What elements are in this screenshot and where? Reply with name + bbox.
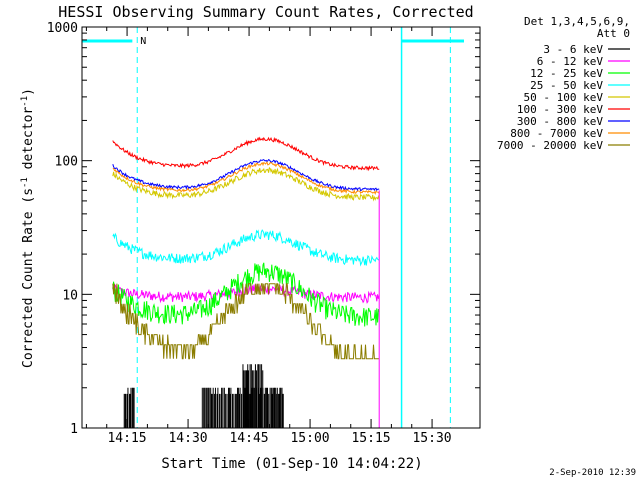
plot-frame xyxy=(81,26,481,429)
legend-header: Att 0 xyxy=(597,27,630,40)
y-tick-label: 1 xyxy=(70,422,78,437)
y-tick-label: 10 xyxy=(62,288,78,303)
axes: 14:15 14:30 14:45 15:00 15:15 15:30 1 10 100 1000 xyxy=(47,21,480,446)
footer-date: 2-Sep-2010 12:39 xyxy=(549,468,636,478)
legend-entry-label: 100 - 300 keV xyxy=(517,103,603,116)
y-tick-label: 100 xyxy=(55,155,78,170)
legend-entry-label: 25 - 50 keV xyxy=(530,79,603,92)
y-tick-label: 1000 xyxy=(47,21,78,36)
legend-entry-label: 6 - 12 keV xyxy=(537,55,604,68)
legend-entry-label: 7000 - 20000 keV xyxy=(497,139,603,152)
series-line-2 xyxy=(112,262,380,327)
x-axis-label: Start Time (01-Sep-10 14:04:22) xyxy=(161,456,422,472)
count-rate-curves xyxy=(112,136,380,428)
legend-header: Det 1,3,4,5,6,9, xyxy=(524,15,630,28)
series-line-7 xyxy=(112,161,380,195)
series-line-6 xyxy=(112,158,380,192)
x-tick-label: 15:15 xyxy=(351,431,390,446)
legend-entry-label: 800 - 7000 keV xyxy=(510,127,603,140)
observing-periods: N xyxy=(82,27,464,428)
night-marker: N xyxy=(140,36,146,47)
x-tick-label: 14:15 xyxy=(107,431,146,446)
legend-entry-label: 300 - 800 keV xyxy=(517,115,603,128)
series-line-5 xyxy=(112,136,380,172)
x-tick-label: 15:00 xyxy=(290,431,329,446)
chart-title: HESSI Observing Summary Count Rates, Cor… xyxy=(58,3,473,21)
x-tick-label: 14:45 xyxy=(229,431,268,446)
x-tick-label: 15:30 xyxy=(412,431,451,446)
series-line-8 xyxy=(112,283,380,360)
legend-entry-label: 12 - 25 keV xyxy=(530,67,603,80)
legend-entry-label: 3 - 6 keV xyxy=(543,43,603,56)
legend-entry-label: 50 - 100 keV xyxy=(524,91,604,104)
series-line-3 xyxy=(112,229,380,267)
x-tick-label: 14:30 xyxy=(168,431,207,446)
series-line-4 xyxy=(112,166,380,202)
y-axis-label: Corrected Count Rate (s-1 detector-1) xyxy=(20,88,36,368)
